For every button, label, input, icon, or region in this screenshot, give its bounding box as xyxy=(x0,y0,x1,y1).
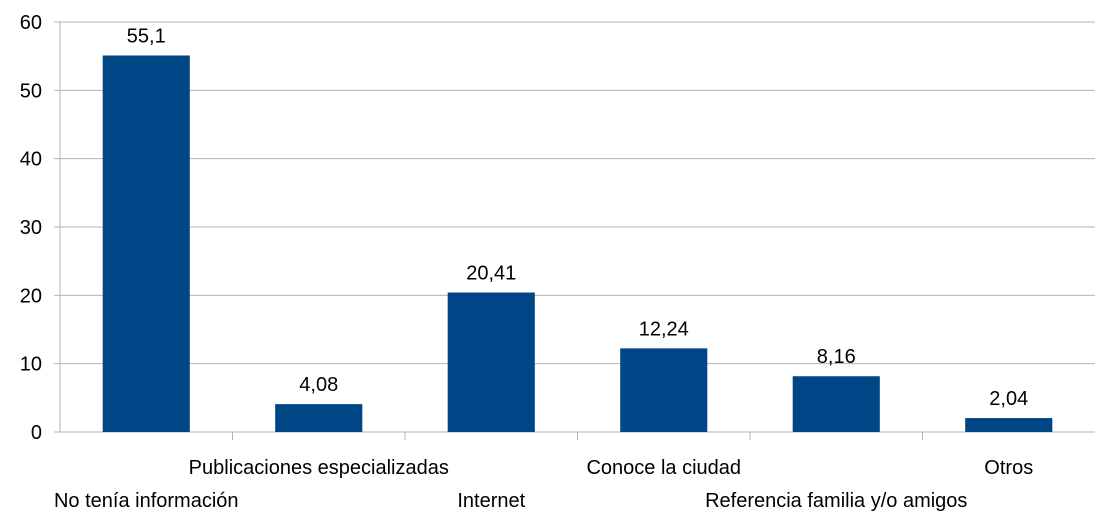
y-tick-label: 20 xyxy=(20,285,42,307)
axes xyxy=(54,21,1095,440)
y-tick-label: 30 xyxy=(20,217,42,239)
data-label: 2,04 xyxy=(989,388,1028,410)
data-label: 55,1 xyxy=(127,25,166,47)
bar xyxy=(620,348,708,432)
gridlines xyxy=(60,21,1095,365)
bar xyxy=(447,292,535,432)
category-label: Referencia familia y/o amigos xyxy=(705,490,967,512)
data-label: 8,16 xyxy=(817,346,856,368)
y-tick-label: 0 xyxy=(31,422,42,444)
category-label: Otros xyxy=(984,457,1033,479)
y-tick-label: 40 xyxy=(20,149,42,171)
bar xyxy=(965,418,1053,432)
bar xyxy=(102,55,190,432)
labels: 0 10 20 30 40 50 60 55,1 No tenía información 4,0… xyxy=(20,12,1033,512)
y-tick-label: 60 xyxy=(20,12,42,34)
bar xyxy=(792,376,880,432)
data-label: 20,41 xyxy=(466,263,516,285)
bars xyxy=(102,55,1053,432)
category-label: No tenía información xyxy=(54,490,239,512)
y-tick-label: 10 xyxy=(20,354,42,376)
data-label: 4,08 xyxy=(299,374,338,396)
bar xyxy=(275,404,363,432)
category-label: Conoce la ciudad xyxy=(586,457,741,479)
category-label: Internet xyxy=(457,490,525,512)
data-label: 12,24 xyxy=(639,318,689,340)
category-label: Publicaciones especializadas xyxy=(189,457,449,479)
y-tick-label: 50 xyxy=(20,80,42,102)
